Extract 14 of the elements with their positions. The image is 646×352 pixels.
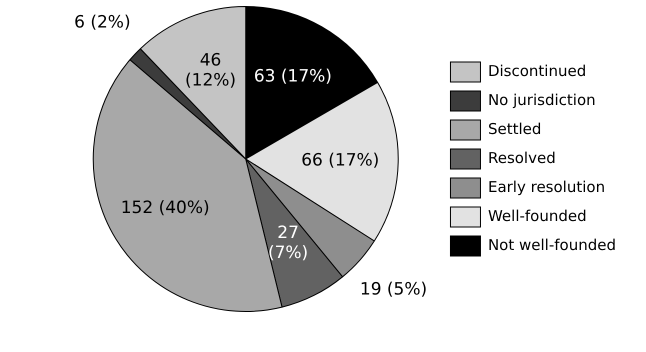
data-label: 63 (17%): [254, 66, 332, 86]
data-label: 46 (12%): [185, 50, 236, 91]
data-label: 6 (2%): [74, 12, 131, 33]
legend-label: Resolved: [488, 148, 556, 167]
data-label: 27 (7%): [268, 222, 308, 263]
data-label: 66 (17%): [301, 150, 380, 170]
legend-label: Early resolution: [488, 178, 606, 196]
legend-label: Settled: [488, 120, 542, 138]
legend-label: Discontinued: [488, 62, 586, 80]
legend-label: Not well-founded: [488, 236, 616, 254]
legend-label: No jurisdiction: [488, 90, 596, 109]
data-label: 19 (5%): [360, 279, 428, 300]
data-label: 152 (40%): [120, 198, 210, 218]
legend-label: Well-founded: [488, 206, 587, 225]
